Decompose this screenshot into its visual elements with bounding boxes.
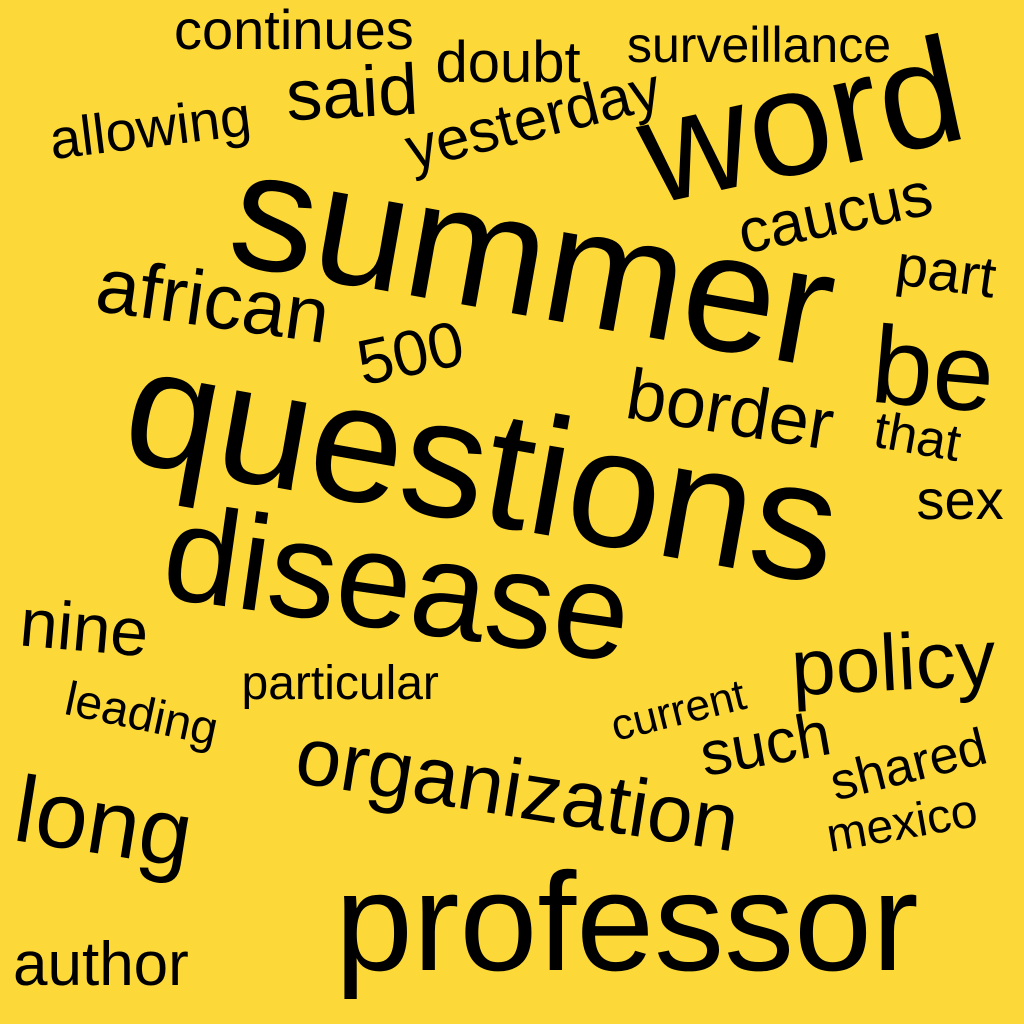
word-nine: nine <box>16 584 152 672</box>
word-surveillance: surveillance <box>627 17 892 73</box>
word-long: long <box>7 755 200 888</box>
word-author: author <box>13 930 189 999</box>
word-continues: continues <box>174 0 414 61</box>
word-policy: policy <box>788 612 998 713</box>
word-leading: leading <box>59 672 223 757</box>
word-part: part <box>892 232 1001 311</box>
word-doubt: doubt <box>435 30 581 95</box>
word-particular: particular <box>241 657 439 710</box>
word-allowing: allowing <box>45 83 255 172</box>
word-professor: professor <box>335 843 919 1000</box>
word-that: that <box>869 400 965 474</box>
word-sex: sex <box>916 468 1004 531</box>
